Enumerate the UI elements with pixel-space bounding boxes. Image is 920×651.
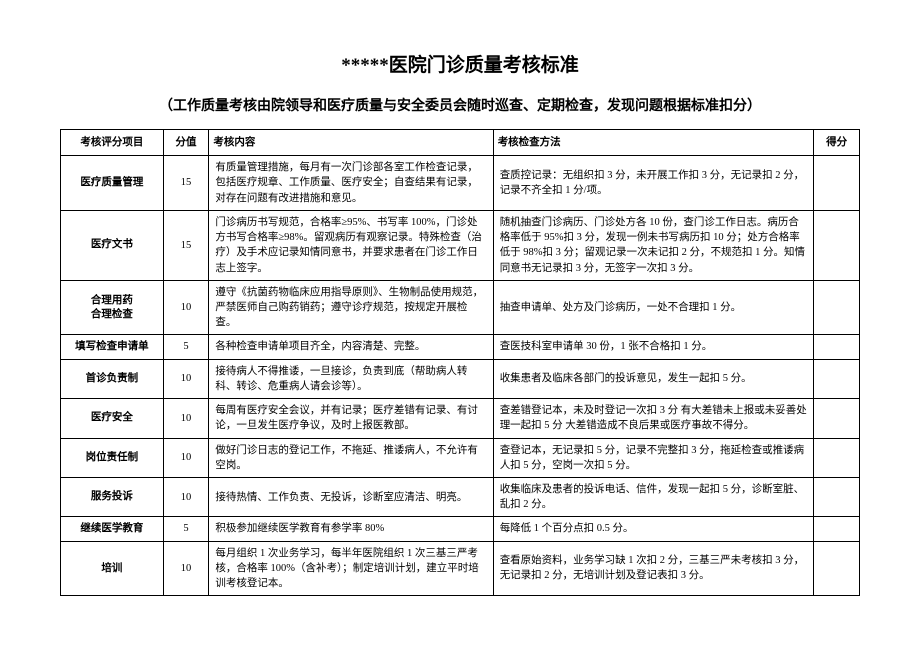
cell-method: 每降低 1 个百分点扣 0.5 分。 xyxy=(493,517,814,541)
header-content: 考核内容 xyxy=(209,130,493,156)
cell-method: 查质控记录：无组织扣 3 分，未开展工作扣 3 分，无记录扣 2 分，记录不齐全… xyxy=(493,156,814,211)
cell-content: 各种检查申请单项目齐全，内容清楚、完整。 xyxy=(209,335,493,359)
table-row: 继续医学教育5积极参加继续医学教育有参学率 80%每降低 1 个百分点扣 0.5… xyxy=(61,517,860,541)
cell-item: 服务投诉 xyxy=(61,477,164,516)
cell-item: 岗位责任制 xyxy=(61,438,164,477)
cell-content: 每月组织 1 次业务学习，每半年医院组织 1 次三基三严考核，合格率 100%（… xyxy=(209,541,493,596)
cell-method: 查登记本，无记录扣 5 分，记录不完整扣 3 分，拖延检查或推诿病人扣 5 分，… xyxy=(493,438,814,477)
cell-result xyxy=(814,517,860,541)
cell-method: 查医技科室申请单 30 份，1 张不合格扣 1 分。 xyxy=(493,335,814,359)
cell-content: 遵守《抗菌药物临床应用指导原则》、生物制品使用规范，严禁医师自己购药销药；遵守诊… xyxy=(209,280,493,335)
cell-item: 合理用药合理检查 xyxy=(61,280,164,335)
table-row: 医疗文书15门诊病历书写规范，合格率≥95%、书写率 100%，门诊处方书写合格… xyxy=(61,210,860,280)
cell-method: 随机抽查门诊病历、门诊处方各 10 份，查门诊工作日志。病历合格率低于 95%扣… xyxy=(493,210,814,280)
cell-method: 查看原始资料，业务学习缺 1 次扣 2 分，三基三严未考核扣 3 分，无记录扣 … xyxy=(493,541,814,596)
cell-item: 填写检查申请单 xyxy=(61,335,164,359)
cell-result xyxy=(814,359,860,398)
cell-result xyxy=(814,399,860,438)
header-score: 分值 xyxy=(163,130,209,156)
cell-item: 医疗文书 xyxy=(61,210,164,280)
cell-score: 5 xyxy=(163,335,209,359)
cell-result xyxy=(814,335,860,359)
header-method: 考核检查方法 xyxy=(493,130,814,156)
cell-score: 10 xyxy=(163,541,209,596)
cell-method: 收集临床及患者的投诉电话、信件，发现一起扣 5 分，诊断室脏、乱扣 2 分。 xyxy=(493,477,814,516)
cell-item: 首诊负责制 xyxy=(61,359,164,398)
header-item: 考核评分项目 xyxy=(61,130,164,156)
cell-item: 医疗质量管理 xyxy=(61,156,164,211)
table-row: 医疗质量管理15有质量管理措施，每月有一次门诊部各室工作检查记录，包括医疗规章、… xyxy=(61,156,860,211)
cell-method: 查差错登记本，未及时登记一次扣 3 分 有大差错未上报或未妥善处理一起扣 5 分… xyxy=(493,399,814,438)
cell-item: 继续医学教育 xyxy=(61,517,164,541)
cell-result xyxy=(814,210,860,280)
cell-method: 收集患者及临床各部门的投诉意见，发生一起扣 5 分。 xyxy=(493,359,814,398)
table-row: 服务投诉10接待热情、工作负责、无投诉，诊断室应清洁、明亮。收集临床及患者的投诉… xyxy=(61,477,860,516)
cell-score: 10 xyxy=(163,359,209,398)
cell-score: 10 xyxy=(163,280,209,335)
page-subtitle: （工作质量考核由院领导和医疗质量与安全委员会随时巡查、定期检查，发现问题根据标准… xyxy=(60,95,860,115)
table-row: 填写检查申请单5各种检查申请单项目齐全，内容清楚、完整。查医技科室申请单 30 … xyxy=(61,335,860,359)
cell-result xyxy=(814,541,860,596)
cell-content: 积极参加继续医学教育有参学率 80% xyxy=(209,517,493,541)
assessment-table: 考核评分项目 分值 考核内容 考核检查方法 得分 医疗质量管理15有质量管理措施… xyxy=(60,129,860,596)
cell-score: 10 xyxy=(163,477,209,516)
cell-method: 抽查申请单、处方及门诊病历，一处不合理扣 1 分。 xyxy=(493,280,814,335)
cell-item: 培训 xyxy=(61,541,164,596)
cell-score: 15 xyxy=(163,156,209,211)
cell-score: 10 xyxy=(163,399,209,438)
cell-result xyxy=(814,280,860,335)
cell-content: 接待病人不得推诿，一旦接诊，负责到底（帮助病人转科、转诊、危重病人请会诊等）。 xyxy=(209,359,493,398)
header-result: 得分 xyxy=(814,130,860,156)
table-row: 首诊负责制10接待病人不得推诿，一旦接诊，负责到底（帮助病人转科、转诊、危重病人… xyxy=(61,359,860,398)
cell-content: 接待热情、工作负责、无投诉，诊断室应清洁、明亮。 xyxy=(209,477,493,516)
cell-content: 每周有医疗安全会议，并有记录；医疗差错有记录、有讨论，一旦发生医疗争议，及时上报… xyxy=(209,399,493,438)
table-row: 岗位责任制10做好门诊日志的登记工作，不拖延、推诿病人，不允许有空岗。查登记本，… xyxy=(61,438,860,477)
cell-item: 医疗安全 xyxy=(61,399,164,438)
cell-score: 5 xyxy=(163,517,209,541)
cell-content: 做好门诊日志的登记工作，不拖延、推诿病人，不允许有空岗。 xyxy=(209,438,493,477)
table-row: 合理用药合理检查10遵守《抗菌药物临床应用指导原则》、生物制品使用规范，严禁医师… xyxy=(61,280,860,335)
cell-score: 10 xyxy=(163,438,209,477)
cell-content: 有质量管理措施，每月有一次门诊部各室工作检查记录，包括医疗规章、工作质量、医疗安… xyxy=(209,156,493,211)
cell-score: 15 xyxy=(163,210,209,280)
cell-result xyxy=(814,438,860,477)
table-row: 医疗安全10每周有医疗安全会议，并有记录；医疗差错有记录、有讨论，一旦发生医疗争… xyxy=(61,399,860,438)
page-title: *****医院门诊质量考核标准 xyxy=(60,50,860,77)
cell-content: 门诊病历书写规范，合格率≥95%、书写率 100%，门诊处方书写合格率≥98%。… xyxy=(209,210,493,280)
cell-result xyxy=(814,477,860,516)
table-row: 培训10每月组织 1 次业务学习，每半年医院组织 1 次三基三严考核，合格率 1… xyxy=(61,541,860,596)
cell-result xyxy=(814,156,860,211)
